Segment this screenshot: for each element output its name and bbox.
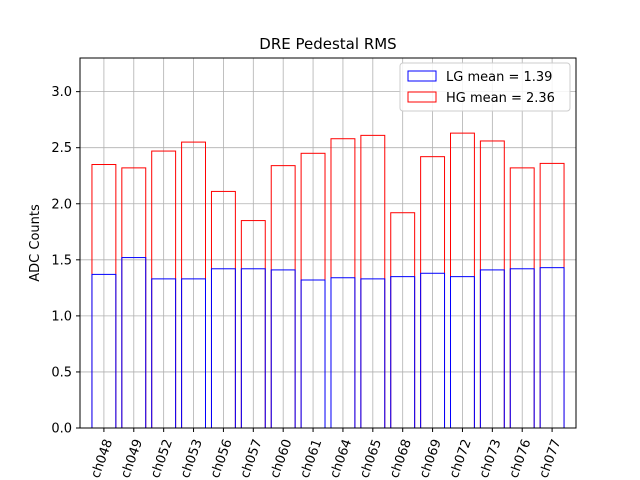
legend-box xyxy=(399,62,571,112)
y-tick-label: 0.0 xyxy=(51,422,72,437)
y-tick-label: 2.0 xyxy=(51,197,72,212)
y-axis: 0.0 0.5 1.0 1.5 2.0 2.5 3.0 xyxy=(51,85,80,437)
y-tick-label: 3.0 xyxy=(51,85,72,100)
y-tick-label: 1.0 xyxy=(51,309,72,324)
y-tick-label: 0.5 xyxy=(51,365,72,380)
y-axis-label: ADC Counts xyxy=(28,204,43,282)
chart-title: DRE Pedestal RMS xyxy=(259,35,396,53)
legend-swatch xyxy=(407,70,437,82)
y-tick-label: 1.5 xyxy=(51,253,72,268)
legend: LG mean = 1.39 HG mean = 2.36 xyxy=(399,62,571,112)
y-tick-label: 2.5 xyxy=(51,141,72,156)
legend-label: LG mean = 1.39 xyxy=(446,70,552,85)
legend-swatch xyxy=(407,91,437,103)
legend-label: HG mean = 2.36 xyxy=(446,91,555,106)
grid-lines xyxy=(80,58,576,429)
plot-frame xyxy=(79,57,577,429)
